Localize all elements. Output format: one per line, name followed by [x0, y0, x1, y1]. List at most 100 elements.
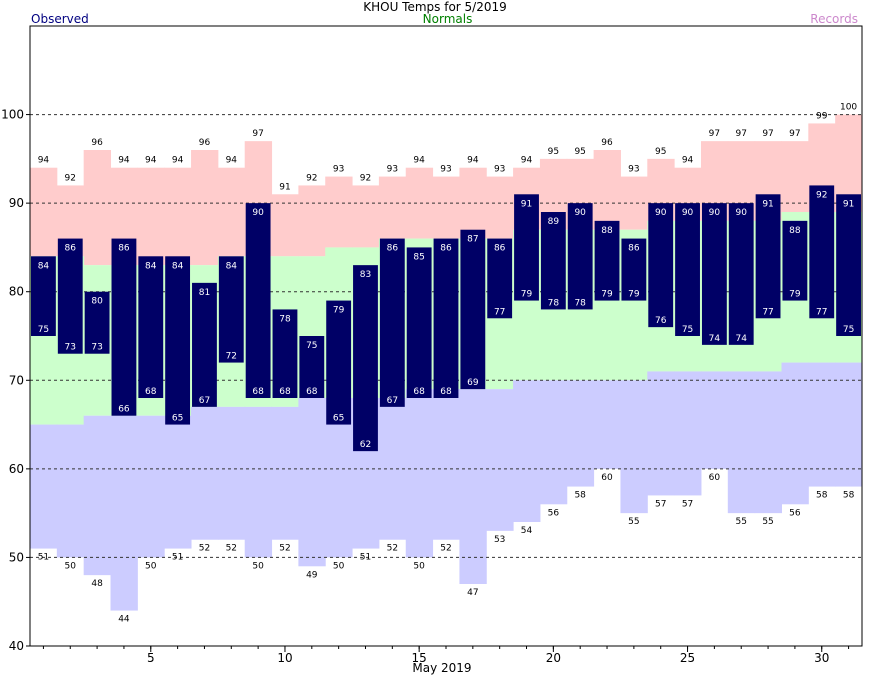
- record-high-label: 97: [789, 129, 800, 139]
- record-low-band: [566, 380, 595, 487]
- record-low-band: [271, 406, 299, 540]
- x-tick-label: 25: [680, 651, 695, 665]
- observed-low-label: 79: [789, 290, 801, 300]
- x-tick-label: 20: [546, 651, 561, 665]
- observed-bar: [57, 238, 83, 354]
- record-low-band: [593, 380, 621, 469]
- observed-high-label: 91: [762, 199, 773, 209]
- record-high-band: [30, 167, 58, 257]
- observed-high-label: 87: [467, 235, 478, 245]
- y-tick-label: 90: [9, 196, 24, 210]
- observed-bar: [245, 203, 271, 398]
- chart-title: KHOU Temps for 5/2019: [363, 0, 507, 14]
- record-low-label: 55: [628, 517, 639, 527]
- observed-high-label: 91: [521, 199, 532, 209]
- record-high-band: [191, 150, 219, 266]
- record-low-band: [539, 380, 568, 505]
- observed-low-label: 73: [91, 343, 102, 353]
- record-low-label: 60: [709, 473, 721, 483]
- observed-low-label: 67: [387, 396, 398, 406]
- observed-bar: [460, 229, 486, 390]
- observed-high-label: 86: [118, 244, 130, 254]
- observed-low-label: 66: [118, 405, 130, 415]
- record-high-label: 96: [199, 138, 211, 148]
- record-high-label: 94: [682, 156, 694, 166]
- record-low-band: [727, 371, 756, 514]
- record-low-label: 51: [172, 553, 183, 563]
- record-low-band: [56, 424, 85, 558]
- record-low-label: 52: [199, 544, 210, 554]
- record-high-label: 93: [494, 165, 505, 175]
- observed-bar: [782, 220, 808, 301]
- observed-bar: [272, 309, 298, 398]
- record-high-label: 96: [91, 138, 103, 148]
- record-low-band: [244, 406, 273, 558]
- observed-bar: [218, 256, 244, 363]
- record-low-label: 57: [682, 499, 693, 509]
- observed-low-label: 77: [816, 307, 827, 317]
- record-low-label: 44: [118, 615, 130, 625]
- record-low-band: [835, 362, 863, 487]
- observed-high-label: 86: [65, 244, 77, 254]
- record-high-label: 92: [306, 173, 317, 183]
- observed-high-label: 86: [387, 244, 399, 254]
- record-low-label: 50: [145, 561, 157, 571]
- record-low-label: 58: [816, 491, 828, 501]
- record-high-label: 96: [601, 138, 613, 148]
- observed-low-label: 72: [226, 352, 237, 362]
- record-high-label: 94: [467, 156, 479, 166]
- observed-bar: [540, 212, 566, 310]
- legend-observed: Observed: [31, 12, 89, 26]
- record-high-label: 94: [145, 156, 157, 166]
- record-low-label: 52: [440, 544, 451, 554]
- x-axis-label: May 2019: [412, 661, 471, 675]
- observed-bar: [326, 300, 352, 425]
- record-high-label: 94: [38, 156, 50, 166]
- record-low-label: 52: [279, 544, 290, 554]
- observed-low-label: 65: [333, 414, 344, 424]
- record-high-band: [164, 167, 192, 266]
- observed-low-label: 68: [413, 387, 425, 397]
- record-high-band: [378, 176, 407, 239]
- record-high-label: 97: [252, 129, 263, 139]
- record-low-band: [781, 362, 809, 505]
- observed-low-label: 75: [38, 325, 49, 335]
- record-low-label: 57: [655, 499, 666, 509]
- record-low-label: 51: [360, 553, 371, 563]
- observed-bar: [433, 238, 459, 398]
- record-high-label: 92: [360, 173, 371, 183]
- record-high-label: 93: [628, 165, 639, 175]
- record-low-label: 58: [574, 491, 586, 501]
- x-tick-label: 10: [277, 651, 292, 665]
- observed-high-label: 86: [628, 244, 640, 254]
- record-high-label: 97: [735, 129, 746, 139]
- record-low-band: [432, 389, 460, 540]
- record-high-label: 94: [172, 156, 184, 166]
- record-low-band: [164, 415, 192, 549]
- record-low-band: [459, 389, 487, 584]
- observed-bar: [648, 203, 674, 328]
- observed-high-label: 90: [682, 208, 694, 218]
- record-high-band: [781, 141, 809, 212]
- record-low-band: [83, 415, 112, 576]
- record-low-band: [137, 415, 165, 558]
- record-high-band: [432, 176, 460, 239]
- record-low-band: [700, 371, 729, 469]
- record-low-label: 58: [843, 491, 855, 501]
- observed-low-label: 76: [655, 316, 667, 326]
- record-high-label: 93: [387, 165, 398, 175]
- observed-low-label: 68: [306, 387, 318, 397]
- observed-bar: [809, 185, 835, 319]
- observed-high-label: 81: [199, 288, 210, 298]
- observed-high-label: 90: [655, 208, 667, 218]
- record-high-label: 92: [65, 173, 76, 183]
- record-low-band: [808, 362, 836, 487]
- record-high-band: [298, 185, 326, 257]
- record-low-label: 54: [521, 526, 533, 536]
- observed-high-label: 78: [279, 314, 291, 324]
- observed-bar: [675, 203, 700, 336]
- record-high-label: 95: [548, 147, 559, 157]
- observed-high-label: 90: [735, 208, 747, 218]
